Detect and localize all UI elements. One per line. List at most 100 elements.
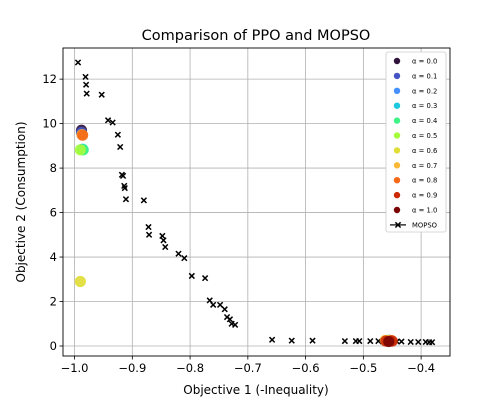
mopso-point-stroke <box>122 196 130 203</box>
y-tick-label: 12 <box>42 72 57 86</box>
mopso-point <box>119 172 127 180</box>
mopso-point-stroke <box>98 91 105 98</box>
mopso-point-stroke <box>210 301 217 308</box>
mopso-point-stroke <box>117 143 124 151</box>
legend-swatch <box>393 147 401 154</box>
mopso-point-stroke <box>341 337 349 345</box>
mopso-point <box>114 131 122 138</box>
mopso-point-stroke <box>188 272 195 280</box>
legend-swatch <box>393 117 401 124</box>
mopso-point <box>268 336 276 343</box>
mopso-point <box>175 250 182 257</box>
mopso-point <box>210 301 217 308</box>
mopso-point-stroke <box>216 301 224 308</box>
legend-label: α = 0.4 <box>412 117 437 125</box>
legend-swatch <box>393 177 401 184</box>
mopso-point-stroke <box>226 316 234 323</box>
mopso-point-stroke <box>181 255 188 262</box>
x-tick-label: −0.9 <box>118 361 146 375</box>
y-tick-label: 2 <box>50 295 57 309</box>
legend-swatch <box>393 87 401 95</box>
x-axis-label: Objective 1 (-Inequality) <box>183 383 328 397</box>
mopso-point <box>145 231 153 238</box>
legend-entries: α = 0.0 α = 0.1 α = 0.2 α = 0.3 α = 0.4 α = 0… <box>390 57 437 229</box>
legend-label: α = 0.5 <box>412 132 437 140</box>
mopso-point-stroke <box>428 339 436 346</box>
mopso-point-stroke <box>109 119 116 126</box>
mopso-point-stroke <box>82 73 89 81</box>
legend-label: α = 0.2 <box>412 87 437 95</box>
mopso-point <box>407 338 414 346</box>
mopso-point <box>162 243 169 251</box>
legend-swatch <box>393 206 401 214</box>
axis-ticks: −1.0 −0.9 −0.8 −0.7 −0.6 −0.5 −0.4 0 2 4 6 8 10 12 <box>42 72 435 375</box>
x-tick-label: −0.8 <box>176 361 204 375</box>
mopso-point-stroke <box>114 131 122 138</box>
mopso-point-stroke <box>175 250 182 257</box>
mopso-point-stroke <box>231 321 239 328</box>
y-axis-label: Objective 2 (Consumption) <box>14 121 28 282</box>
mopso-point <box>121 184 128 192</box>
mopso-point-stroke <box>356 337 363 345</box>
mopso-point-stroke <box>160 237 167 244</box>
ppo-alpha-point-10 <box>383 335 395 348</box>
legend-swatch <box>393 57 401 65</box>
mopso-point <box>221 306 228 313</box>
mopso-point <box>188 272 195 280</box>
mopso-point-stroke <box>121 182 128 190</box>
mopso-point <box>288 337 295 344</box>
legend-label: α = 0.7 <box>412 162 437 170</box>
mopso-point <box>98 91 105 98</box>
mopso-point <box>117 143 124 151</box>
legend-swatch <box>393 191 401 199</box>
legend-swatch <box>393 72 401 80</box>
legend-mopso-marker <box>394 221 402 229</box>
mopso-point <box>309 337 316 344</box>
y-tick-label: 6 <box>50 206 57 220</box>
mopso-point <box>228 320 235 327</box>
legend-label: MOPSO <box>412 221 437 229</box>
mopso-point <box>104 117 112 124</box>
mopso-point <box>367 337 374 345</box>
x-tick-label: −0.5 <box>349 361 377 375</box>
y-tick-label: 10 <box>42 117 57 131</box>
mopso-point-stroke <box>145 231 153 238</box>
mopso-point <box>83 90 90 97</box>
ppo-alpha-point-6 <box>74 275 86 288</box>
mopso-point-stroke <box>121 184 128 192</box>
mopso-point-stroke <box>104 117 112 124</box>
mopso-point-stroke <box>83 90 90 97</box>
legend-mopso-marker-stroke <box>394 221 402 229</box>
mopso-point-stroke <box>221 306 228 313</box>
mopso-point-stroke <box>82 81 90 88</box>
mopso-point <box>428 339 436 346</box>
mopso-point-stroke <box>159 232 166 240</box>
mopso-point <box>226 316 234 323</box>
mopso-point-stroke <box>309 337 316 344</box>
legend-label: α = 0.0 <box>412 58 437 66</box>
y-tick-label: 8 <box>50 161 57 175</box>
mopso-point-stroke <box>415 338 422 346</box>
mopso-point-stroke <box>407 338 414 346</box>
mopso-point-stroke <box>228 320 235 327</box>
mopso-point-stroke <box>119 172 127 180</box>
mopso-point <box>82 73 89 81</box>
ppo-alpha-point-8 <box>77 129 89 141</box>
mopso-point <box>122 196 130 203</box>
mopso-point-stroke <box>398 338 405 345</box>
mopso-point <box>159 232 166 240</box>
legend-label: α = 0.6 <box>412 147 437 155</box>
mopso-point <box>160 237 167 244</box>
data-markers <box>74 59 436 348</box>
legend-box <box>385 51 447 233</box>
grid <box>63 48 450 356</box>
y-tick-label: 0 <box>50 339 57 353</box>
mopso-point <box>181 255 188 262</box>
mopso-point <box>341 337 349 345</box>
legend-swatch <box>393 162 401 169</box>
mopso-point-stroke <box>288 337 295 344</box>
mopso-point-stroke <box>201 275 209 282</box>
legend-label: α = 0.9 <box>412 192 437 200</box>
legend-label: α = 0.8 <box>412 177 437 185</box>
